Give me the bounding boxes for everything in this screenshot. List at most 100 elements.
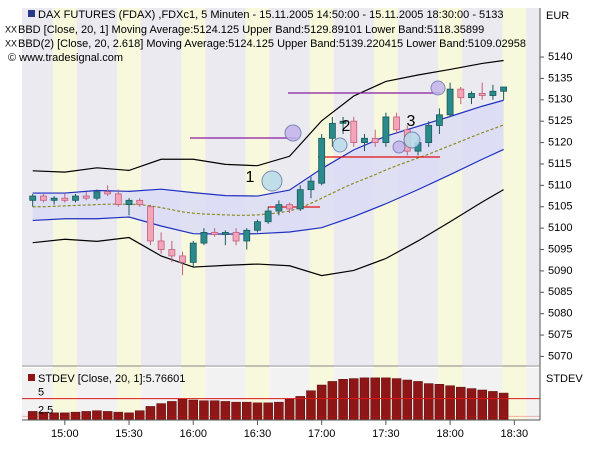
candle-body — [468, 93, 475, 99]
legend-icon: XX — [5, 38, 17, 48]
candle-body — [104, 191, 112, 195]
candle-body — [296, 189, 304, 210]
annotation: 1 — [246, 169, 255, 186]
bar — [306, 390, 316, 421]
candle-body — [232, 232, 240, 242]
candle-body — [457, 88, 465, 99]
y-tick-label: 5085 — [548, 286, 572, 298]
candle-body — [29, 195, 37, 201]
bar — [466, 388, 477, 421]
candle-body — [93, 191, 101, 199]
candle-body — [478, 93, 486, 96]
candle-body — [61, 197, 69, 201]
y-tick-label: 5120 — [548, 136, 572, 148]
candle-body — [286, 204, 293, 210]
candle-body — [254, 221, 261, 231]
y-tick-label: 5100 — [548, 222, 572, 234]
pattern-marker — [261, 170, 283, 192]
time-stripe — [373, 8, 398, 420]
panel-title: STDEV [Close, 20, 1]:5.76601 — [38, 373, 185, 385]
y-tick-label: 5090 — [548, 265, 572, 277]
legend-icon: XX — [5, 24, 17, 34]
bar — [209, 400, 220, 421]
y-tick-label: 5130 — [548, 94, 572, 106]
candle-body — [307, 180, 315, 191]
band-line — [32, 189, 504, 277]
candle-body — [318, 137, 326, 184]
candle-body — [361, 137, 368, 143]
band-line — [32, 99, 504, 197]
plot-layer: 5070507550805085509050955100510551105115… — [22, 51, 572, 440]
y-tick-label: 5115 — [548, 158, 572, 170]
chart-title: DAX FUTURES (FDAX) ,FDXc1, 5 Minuten - 1… — [38, 9, 504, 21]
bar — [445, 385, 455, 421]
bar — [434, 384, 445, 421]
candle-body — [275, 204, 283, 212]
candle-body — [371, 137, 379, 143]
y-tick-label: 5075 — [548, 329, 572, 341]
bar — [231, 401, 241, 421]
candle-body — [211, 232, 219, 235]
bar — [349, 378, 359, 421]
candle-body — [168, 249, 176, 257]
bar — [327, 381, 338, 421]
candle-body — [243, 229, 251, 242]
candle-body — [425, 125, 433, 143]
source: © www.tradesignal.com — [8, 52, 123, 64]
y-tick-label: 5110 — [548, 179, 572, 191]
bar — [167, 401, 177, 421]
annotation: 2 — [342, 118, 351, 135]
candle-body — [157, 240, 165, 250]
candle-body — [489, 90, 497, 96]
bar — [27, 411, 38, 421]
annotation: 3 — [407, 113, 416, 130]
candle-body — [179, 255, 186, 263]
bar — [263, 402, 273, 421]
band-fill — [32, 100, 504, 235]
bar — [242, 401, 252, 421]
bar — [156, 403, 166, 421]
candle-body — [50, 197, 58, 201]
bar — [102, 411, 113, 421]
bar — [81, 411, 91, 421]
panel-axis-label: STDEV — [546, 373, 583, 385]
bar — [402, 379, 413, 421]
pattern-marker — [403, 131, 421, 149]
candle-body — [221, 232, 229, 235]
bar — [134, 410, 145, 421]
candle-body — [446, 88, 454, 116]
bar — [145, 406, 156, 421]
y-tick-label: 5105 — [548, 201, 572, 213]
y-tick-label: 5095 — [548, 243, 572, 255]
x-tick-label: 17:30 — [372, 428, 400, 440]
y-tick-label: 5 — [38, 386, 44, 398]
y-tick-label: 5125 — [548, 115, 572, 127]
y-tick-label: 2.5 — [38, 404, 53, 416]
x-tick-label: 18:00 — [436, 428, 464, 440]
candle-body — [382, 116, 390, 143]
bar — [338, 379, 348, 421]
candle-body — [72, 195, 79, 201]
y-tick-label: 5070 — [548, 350, 572, 362]
bar — [477, 389, 487, 421]
x-tick-label: 15:30 — [115, 428, 143, 440]
bar — [423, 383, 434, 421]
bar — [391, 378, 402, 421]
subtitle: BBD [Close, 20, 1] Moving Average:5124.1… — [18, 24, 484, 36]
candle-body — [136, 199, 144, 206]
bar — [274, 401, 284, 421]
bar — [456, 386, 466, 421]
candle-body — [500, 86, 508, 92]
candle-body — [328, 122, 336, 139]
candle-body — [40, 195, 47, 201]
bar — [488, 391, 498, 421]
candle-body — [339, 120, 347, 124]
x-tick-label: 16:00 — [179, 428, 207, 440]
bar — [199, 400, 209, 421]
y-axis-label: EUR — [546, 10, 569, 22]
candle-body — [393, 116, 400, 131]
candle-body — [125, 199, 133, 206]
panel-icon — [28, 374, 35, 381]
time-stripe — [502, 8, 527, 420]
